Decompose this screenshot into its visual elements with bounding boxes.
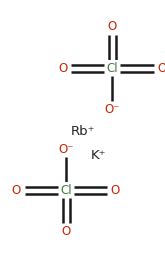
Text: O: O xyxy=(58,62,67,75)
Text: O: O xyxy=(108,21,117,33)
Text: O: O xyxy=(61,225,71,238)
Text: O⁻: O⁻ xyxy=(58,143,74,155)
Text: Rb⁺: Rb⁺ xyxy=(70,125,95,137)
Text: O: O xyxy=(12,184,21,197)
Text: O⁻: O⁻ xyxy=(104,103,120,116)
Text: K⁺: K⁺ xyxy=(91,149,107,162)
Text: O: O xyxy=(111,184,120,197)
Text: Cl: Cl xyxy=(106,62,118,75)
Text: O: O xyxy=(157,62,165,75)
Text: Cl: Cl xyxy=(60,184,72,197)
